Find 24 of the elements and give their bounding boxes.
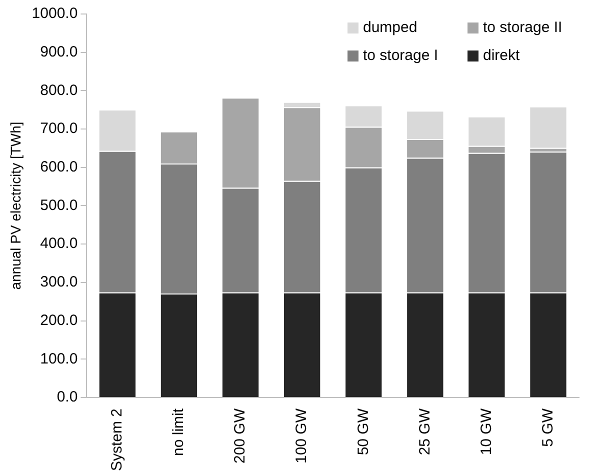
y-tick-label: 0.0 — [56, 388, 78, 406]
x-tick-label: no limit — [170, 408, 188, 456]
y-tick-label: 300.0 — [40, 274, 78, 291]
legend-label: direkt — [483, 47, 521, 64]
y-tick-label: 1000.0 — [32, 5, 78, 22]
x-tick-label: 200 GW — [232, 408, 249, 464]
y-axis-title: annual PV electricity [TWh] — [7, 122, 24, 290]
y-tick-label: 100.0 — [40, 350, 78, 368]
y-tick-label: 900.0 — [40, 43, 78, 60]
legend-label: to storage I — [363, 47, 438, 64]
legend-label: dumped — [363, 19, 418, 36]
x-tick-label: 25 GW — [416, 408, 434, 456]
y-tick-label: 800.0 — [40, 82, 78, 99]
y-tick-label: 600.0 — [40, 158, 78, 176]
legend-label: to storage II — [483, 19, 562, 36]
y-tick-label: 200.0 — [40, 312, 78, 329]
x-tick-label: 5 GW — [539, 408, 556, 447]
x-tick-label: 50 GW — [354, 408, 372, 456]
x-tick-label: 100 GW — [293, 408, 310, 464]
x-tick-label: System 2 — [108, 408, 126, 472]
y-tick-label: 500.0 — [40, 196, 78, 214]
x-tick-label: 10 GW — [478, 408, 495, 456]
y-tick-label: 700.0 — [40, 120, 78, 138]
y-tick-label: 400.0 — [40, 235, 78, 252]
